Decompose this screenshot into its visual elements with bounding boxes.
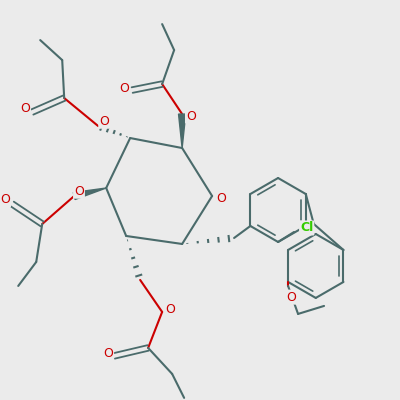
Text: O: O	[103, 348, 113, 360]
Text: O: O	[0, 194, 10, 206]
Polygon shape	[178, 114, 186, 148]
Text: O: O	[286, 291, 296, 304]
Text: O: O	[186, 110, 196, 122]
Text: O: O	[165, 304, 175, 316]
Text: Cl: Cl	[300, 222, 313, 234]
Text: O: O	[74, 185, 84, 198]
Text: O: O	[20, 102, 30, 114]
Text: O: O	[99, 115, 109, 128]
Text: O: O	[119, 82, 129, 94]
Polygon shape	[73, 188, 106, 200]
Text: O: O	[216, 192, 226, 204]
